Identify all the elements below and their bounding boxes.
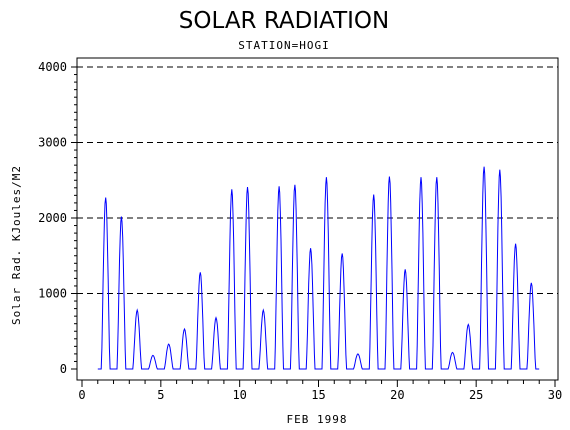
y-tick-label: 2000 [38,211,67,225]
x-tick-label: 5 [157,388,164,402]
y-tick-label: 0 [60,362,67,376]
x-tick-label: 15 [311,388,325,402]
x-axis-label: FEB 1998 [287,413,348,426]
x-tick-label: 10 [232,388,246,402]
y-axis: 0 1000 2000 3000 4000 [38,60,78,376]
y-tick-label: 1000 [38,287,67,301]
y-axis-label: Solar Rad. KJoules/M2 [10,165,23,325]
y-tick-label: 3000 [38,136,67,150]
y-tick-label: 4000 [38,60,67,74]
x-tick-label: 20 [390,388,404,402]
series-line [97,166,540,370]
x-axis: 0 5 10 15 20 25 30 [78,379,562,402]
chart-subtitle: STATION=HOGI [238,39,329,52]
x-tick-label: 30 [548,388,562,402]
chart-title: SOLAR RADIATION [179,8,389,34]
x-tick-label: 25 [469,388,483,402]
x-tick-label: 0 [78,388,85,402]
gridlines [77,66,558,294]
